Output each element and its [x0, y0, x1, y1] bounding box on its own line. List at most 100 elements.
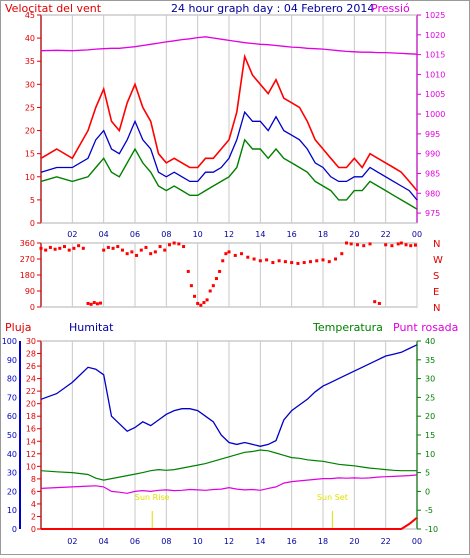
humidity-tick-label: 60 [7, 412, 17, 421]
direction-point [390, 244, 394, 248]
pressure-tick-label: 990 [425, 150, 440, 159]
temperature-tick-label: 20 [425, 412, 435, 421]
direction-point [48, 245, 52, 249]
direction-point [409, 244, 413, 248]
direction-point [199, 303, 203, 307]
sun-event-label: Sun Set [317, 493, 348, 502]
x-tick-label: 00 [412, 537, 422, 546]
cardinal-label: S [433, 271, 439, 282]
direction-point [92, 301, 96, 305]
temperature-axis-title: Temperatura [312, 321, 383, 334]
direction-point [153, 250, 157, 254]
direction-point [99, 301, 103, 305]
direction-point [334, 257, 338, 261]
rain-tick-label: 6 [31, 487, 36, 496]
wind-speed-axis-title: Velocitat del vent [5, 2, 102, 15]
humidity-tick-label: 80 [7, 375, 17, 384]
rain-tick-label: 4 [31, 500, 36, 509]
direction-point [67, 248, 71, 252]
direction-point [233, 253, 237, 257]
cardinal-label: N [433, 303, 440, 314]
temperature-series-line [40, 449, 417, 481]
direction-point [404, 243, 408, 247]
direction-point [186, 269, 190, 273]
direction-point [189, 284, 193, 288]
direction-point [349, 242, 353, 246]
temperature-tick-label: 15 [425, 431, 435, 440]
direction-point [120, 248, 124, 252]
direction-point [308, 260, 312, 264]
direction-point [315, 259, 319, 263]
direction-point [193, 294, 197, 298]
rain-tick-label: 18 [26, 412, 36, 421]
rain-tick-label: 30 [26, 337, 36, 346]
direction-point [63, 245, 66, 249]
humidity-tick-label: 70 [7, 393, 17, 402]
temperature-tick-label: 40 [425, 337, 435, 346]
humidity-tick-label: 50 [7, 431, 17, 440]
direction-point [399, 241, 403, 245]
direction-point [95, 302, 99, 306]
pressure-tick-label: 1025 [425, 11, 445, 20]
x-tick-label: 18 [318, 230, 328, 239]
temperature-tick-label: 0 [425, 487, 430, 496]
direction-point [144, 245, 148, 249]
direction-point [355, 243, 359, 247]
pressure-tick-label: 1010 [425, 70, 445, 79]
x-tick-label: 20 [349, 230, 359, 239]
wind-avg-series-line [40, 110, 418, 201]
rain-tick-label: 0 [31, 525, 36, 534]
direction-tick-label: 90 [25, 287, 35, 296]
wind-speed-tick-label: 10 [25, 173, 35, 182]
direction-point [125, 252, 129, 256]
direction-point [177, 242, 181, 246]
direction-point [302, 261, 306, 265]
wind-speed-tick-label: 0 [30, 219, 35, 228]
direction-point [149, 252, 153, 256]
x-tick-label: 06 [130, 230, 140, 239]
direction-tick-label: 0 [30, 303, 35, 312]
temperature-tick-label: 10 [425, 450, 435, 459]
direction-tick-label: 360 [20, 239, 35, 248]
direction-point [72, 246, 76, 250]
rain-tick-label: 20 [26, 400, 36, 409]
direction-point [362, 244, 366, 248]
direction-point [89, 302, 93, 306]
direction-point [327, 260, 331, 264]
direction-point [158, 245, 162, 249]
direction-point [130, 250, 134, 254]
pressure-tick-label: 1015 [425, 51, 445, 60]
x-tick-label: 12 [224, 230, 234, 239]
chart-title: 24 hour graph day : 04 Febrero 2014 [171, 2, 374, 15]
direction-point [321, 258, 325, 262]
x-tick-label: 02 [67, 230, 77, 239]
rain-tick-label: 10 [26, 462, 36, 471]
direction-point [384, 243, 388, 247]
direction-point [167, 243, 171, 247]
direction-point [211, 284, 215, 288]
direction-point [116, 245, 120, 249]
direction-point [208, 289, 212, 293]
wind-speed-tick-label: 25 [25, 103, 35, 112]
rain-tick-label: 26 [26, 362, 36, 371]
pressure-tick-label: 1020 [425, 31, 445, 40]
x-tick-label: 22 [381, 230, 391, 239]
pressure-tick-label: 985 [425, 169, 440, 178]
humidity-tick-label: 10 [7, 506, 17, 515]
direction-tick-label: 270 [20, 255, 35, 264]
wind-speed-tick-label: 15 [25, 150, 35, 159]
direction-point [39, 246, 43, 250]
direction-point [182, 245, 186, 249]
x-tick-label: 16 [287, 230, 297, 239]
wind-speed-tick-label: 30 [25, 80, 35, 89]
direction-point [221, 259, 225, 263]
pressure-tick-label: 1005 [425, 90, 445, 99]
x-tick-label: 02 [67, 537, 77, 546]
humidity-tick-label: 30 [7, 469, 17, 478]
x-tick-label: 04 [99, 537, 109, 546]
cardinal-label: E [433, 287, 439, 298]
humidity-tick-label: 90 [7, 356, 17, 365]
x-tick-label: 22 [381, 537, 391, 546]
cardinal-label: W [433, 255, 443, 266]
